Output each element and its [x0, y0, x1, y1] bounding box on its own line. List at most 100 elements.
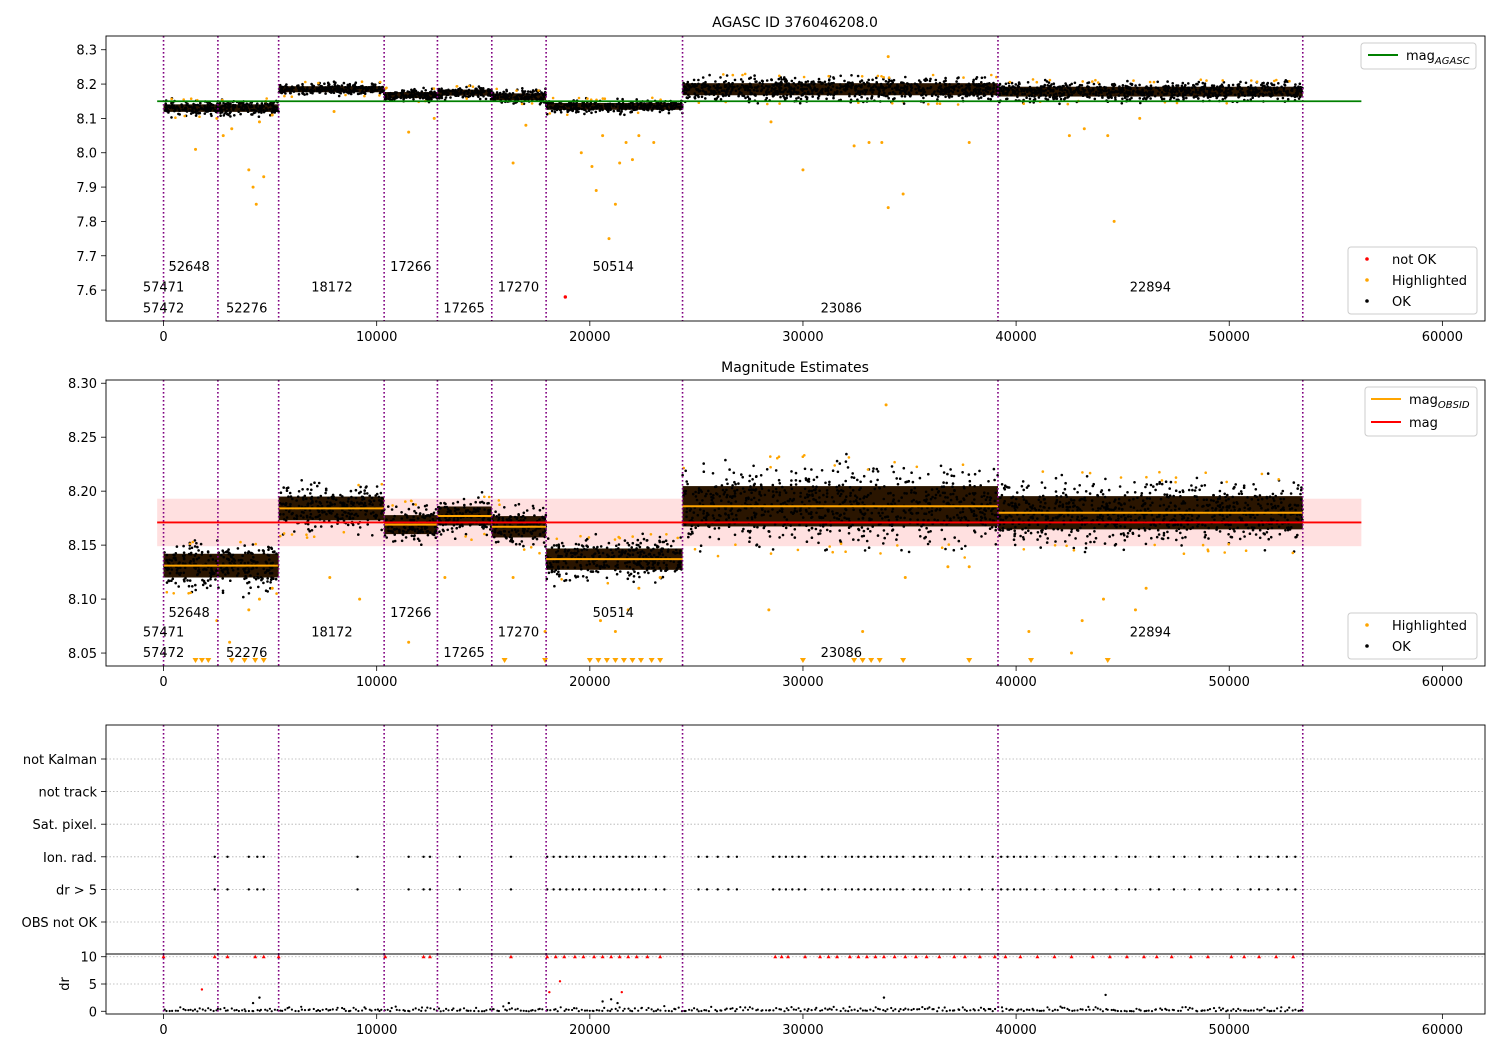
data-point-ok [944, 91, 947, 94]
data-point-ok [236, 547, 240, 550]
data-point-ok [250, 108, 253, 112]
data-point-ok [1108, 91, 1111, 95]
data-point-ok [1299, 95, 1302, 98]
data-point-ok [658, 566, 662, 570]
data-point-ok [1131, 90, 1135, 93]
data-point-highlighted [467, 84, 471, 88]
data-point-ok [168, 106, 172, 110]
data-point-ok [239, 112, 242, 116]
data-point-highlighted [801, 168, 805, 172]
data-point-ok [761, 80, 764, 83]
data-point-ok [942, 93, 945, 96]
data-point-ok [511, 92, 515, 95]
data-point-ok [1296, 92, 1300, 95]
data-point-ok [210, 569, 214, 572]
data-point-ok [482, 501, 486, 505]
data-point-ok [575, 103, 578, 107]
data-point-ok [441, 89, 445, 93]
data-point-ok [209, 577, 212, 581]
data-point-ok [1121, 84, 1125, 87]
data-point-ok [814, 527, 818, 531]
data-point-ok [177, 108, 181, 111]
data-point-ok [241, 104, 245, 107]
data-point-ok [309, 512, 313, 516]
data-point-ok [493, 530, 497, 534]
data-point-ok [1218, 86, 1222, 89]
data-point-ok [542, 541, 546, 544]
data-point-ok [542, 95, 546, 99]
data-point-ok [871, 78, 874, 82]
data-point-ok [866, 97, 869, 100]
data-point-ok [257, 549, 261, 552]
panel1-legend-upper: magAGASC [1360, 42, 1477, 70]
data-point-ok [582, 105, 586, 109]
data-point-ok [719, 76, 722, 79]
data-point-ok [1121, 97, 1124, 101]
data-point-ok [175, 545, 179, 548]
data-point-ok [870, 97, 873, 100]
data-point-ok [1063, 97, 1066, 101]
data-point-ok [785, 96, 788, 100]
data-point-ok [638, 555, 641, 558]
data-point-ok [295, 499, 298, 502]
data-point-ok [663, 101, 666, 105]
data-point-ok [1149, 91, 1153, 94]
data-point-ok [586, 545, 589, 548]
data-point-ok [747, 97, 751, 100]
data-point-ok [825, 97, 828, 101]
data-point-ok [1239, 80, 1242, 84]
data-point-highlighted [1066, 102, 1070, 106]
data-point-ok [1244, 81, 1248, 85]
data-point-ok [1077, 87, 1080, 91]
data-point-highlighted [607, 237, 611, 241]
data-point-ok [1220, 89, 1224, 92]
data-point-highlighted [1221, 79, 1224, 82]
data-point-ok [1264, 86, 1267, 89]
data-point-ok [1039, 86, 1043, 90]
data-point-ok [1185, 92, 1188, 95]
data-point-ok [509, 533, 513, 537]
data-point-ok [986, 90, 990, 94]
data-point-ok [421, 97, 425, 100]
data-point-ok [417, 94, 421, 97]
data-point-ok [574, 542, 578, 546]
data-point-ok [737, 94, 740, 98]
data-point-ok [1120, 90, 1124, 93]
data-point-ok [380, 501, 384, 504]
data-point-ok [464, 532, 468, 536]
data-point-highlighted [876, 74, 880, 78]
data-point-ok [301, 91, 304, 95]
data-point-ok [1225, 93, 1228, 97]
data-point-highlighted [522, 548, 526, 551]
data-point-ok [324, 489, 328, 492]
data-point-ok [836, 470, 840, 474]
data-point-ok [1248, 91, 1251, 94]
data-point-ok [1163, 88, 1166, 91]
data-point-ok [316, 484, 319, 488]
obsid-label: 52276 [226, 301, 267, 316]
data-point-ok [739, 86, 742, 89]
data-point-ok [480, 88, 484, 92]
data-point-ok [614, 548, 618, 551]
data-point-highlighted [363, 94, 366, 98]
data-point-ok [1118, 90, 1122, 93]
data-point-ok [233, 559, 237, 562]
data-point-ok [616, 566, 620, 569]
data-point-ok [310, 495, 314, 499]
data-point-ok [888, 523, 892, 527]
data-point-highlighted [1035, 80, 1039, 84]
data-point-ok [676, 102, 680, 106]
data-point-ok [667, 108, 671, 112]
data-point-ok [573, 566, 577, 569]
data-point-ok [1176, 94, 1179, 97]
data-point-ok [1046, 84, 1049, 87]
data-point-ok [440, 87, 443, 90]
data-point-ok [716, 88, 719, 92]
data-point-ok [694, 490, 697, 494]
data-point-ok [563, 579, 566, 583]
data-point-highlighted [594, 189, 598, 193]
data-point-ok [827, 510, 830, 513]
data-point-ok [309, 91, 313, 94]
data-point-ok [494, 510, 497, 513]
data-point-ok [761, 82, 764, 86]
